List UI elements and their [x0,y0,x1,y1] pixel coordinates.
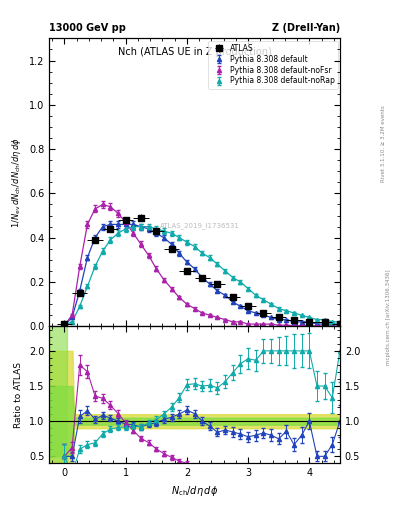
Y-axis label: $1/N_\mathrm{ev}\,dN_\mathrm{ch}/dN_\mathrm{ch}/d\eta\,d\phi$: $1/N_\mathrm{ev}\,dN_\mathrm{ch}/dN_\mat… [10,137,23,228]
Text: 13000 GeV pp: 13000 GeV pp [49,23,126,33]
Y-axis label: Ratio to ATLAS: Ratio to ATLAS [14,362,23,428]
Legend: ATLAS, Pythia 8.308 default, Pythia 8.308 default-noFsr, Pythia 8.308 default-no: ATLAS, Pythia 8.308 default, Pythia 8.30… [208,40,338,89]
X-axis label: $N_\mathrm{ch}/d\eta\,d\phi$: $N_\mathrm{ch}/d\eta\,d\phi$ [171,484,218,498]
Text: Z (Drell-Yan): Z (Drell-Yan) [272,23,340,33]
Text: mcplots.cern.ch [arXiv:1306.3436]: mcplots.cern.ch [arXiv:1306.3436] [386,270,391,365]
Text: ATLAS_2019_I1736531: ATLAS_2019_I1736531 [160,222,240,229]
Text: Nch (ATLAS UE in Z production): Nch (ATLAS UE in Z production) [118,47,272,57]
Text: Rivet 3.1.10, ≥ 3.2M events: Rivet 3.1.10, ≥ 3.2M events [381,105,386,182]
